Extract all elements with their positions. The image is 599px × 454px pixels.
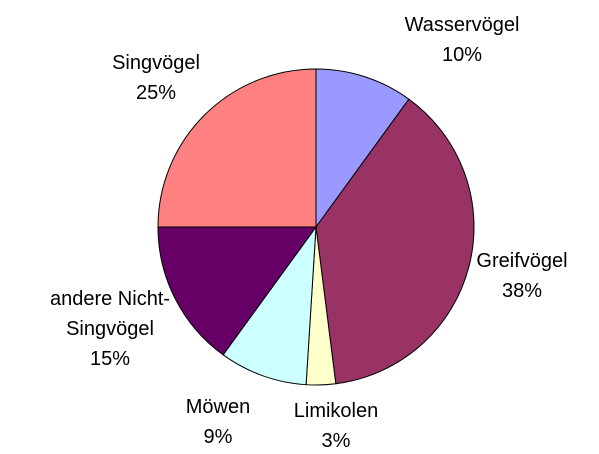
category-label: andere Nicht-Singvögel <box>49 288 171 340</box>
slice-label: Singvögel 25% <box>96 48 216 108</box>
pie-slice <box>157 68 317 228</box>
category-label: Wasservögel <box>404 14 520 36</box>
category-label: Singvögel <box>112 52 200 74</box>
pie-slice <box>315 68 410 229</box>
value-label: 25% <box>135 82 177 104</box>
category-label: Greifvögel <box>476 250 568 272</box>
category-label: Möwen <box>185 396 251 418</box>
pie-slice <box>222 225 317 386</box>
value-label: 9% <box>203 426 233 448</box>
slice-label: Greifvögel 38% <box>462 246 582 306</box>
slice-label: Limikolen 3% <box>276 396 396 454</box>
pie-slice <box>315 98 475 385</box>
value-label: 38% <box>501 280 543 302</box>
pie-slice <box>157 226 317 356</box>
value-label: 15% <box>89 348 131 370</box>
value-label: 3% <box>321 430 351 452</box>
slice-label: Wasservögel 10% <box>397 10 527 70</box>
slice-label: andere Nicht-Singvögel 15% <box>10 284 210 374</box>
category-label: Limikolen <box>293 400 379 422</box>
value-label: 10% <box>441 44 483 66</box>
slice-label: Möwen 9% <box>158 392 278 452</box>
